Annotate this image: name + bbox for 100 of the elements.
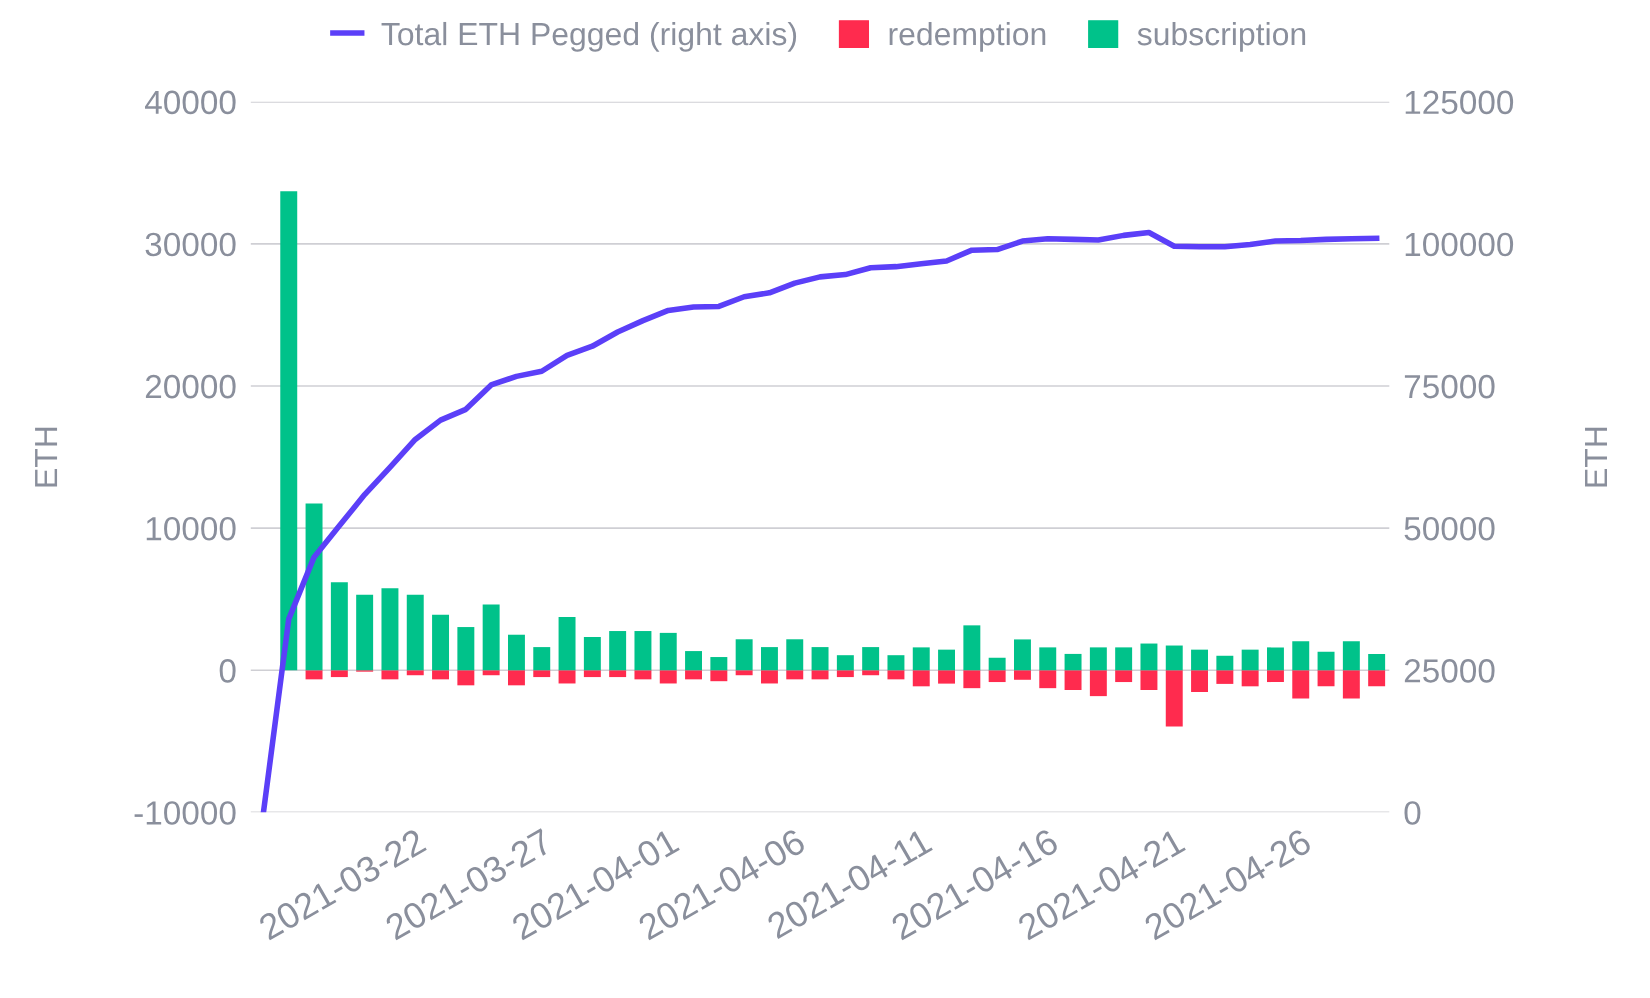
bar (381, 588, 399, 671)
bar (1039, 670, 1057, 689)
y2-tick-label: 50000 (1404, 516, 1495, 541)
bar (1089, 670, 1107, 697)
bar (811, 670, 829, 680)
bar (1292, 670, 1310, 699)
bar (735, 670, 753, 676)
bar (1013, 670, 1031, 680)
bar (786, 639, 804, 671)
legend-label: redemption (889, 21, 1046, 52)
bar (1342, 670, 1360, 699)
bar (280, 191, 298, 671)
bar (330, 670, 348, 678)
bar (988, 670, 1006, 683)
bar (836, 670, 854, 678)
bar (938, 649, 956, 671)
bar (356, 594, 374, 671)
bar (1241, 649, 1259, 671)
bar (1089, 647, 1107, 671)
bar (685, 670, 703, 680)
bar (558, 616, 576, 671)
bar (482, 604, 500, 671)
bar (1064, 653, 1082, 671)
bar (1013, 639, 1031, 671)
bar (760, 647, 778, 671)
bar (988, 657, 1006, 671)
y-tick-label: 10000 (146, 516, 236, 541)
bar (432, 670, 450, 680)
bar (1241, 670, 1259, 687)
bar (634, 670, 652, 680)
y2-tick-label: 25000 (1404, 659, 1495, 683)
bar (963, 670, 981, 689)
bar (457, 670, 475, 686)
bar (887, 655, 905, 671)
bar (659, 632, 677, 671)
bar (1368, 670, 1386, 687)
bar (786, 670, 804, 680)
bar (583, 670, 601, 678)
bar (533, 647, 551, 671)
bar (609, 670, 627, 678)
bar (1317, 670, 1335, 687)
bar (912, 670, 930, 687)
bar (836, 655, 854, 671)
bar (1342, 641, 1360, 671)
bar (432, 614, 450, 671)
bar (1039, 647, 1057, 671)
bar (659, 670, 677, 684)
bar (533, 670, 551, 678)
bar (938, 670, 956, 684)
bar (330, 582, 348, 671)
bar (1165, 670, 1183, 727)
bar (963, 625, 981, 671)
bar (482, 670, 500, 676)
bar (583, 637, 601, 671)
bar (1317, 651, 1335, 671)
y2-tick-label: 75000 (1404, 374, 1495, 399)
bar (735, 639, 753, 671)
y2-tick-label: 100000 (1405, 232, 1514, 257)
bar (1191, 670, 1209, 692)
bar (811, 647, 829, 671)
bar (634, 631, 652, 671)
bar (609, 631, 627, 671)
bar (1216, 670, 1234, 684)
bar (1292, 641, 1310, 671)
bar (406, 670, 424, 676)
bar (1216, 655, 1234, 671)
bar (1140, 670, 1158, 691)
bar (1165, 645, 1183, 671)
y-tick-label: 40000 (144, 90, 236, 115)
y-tick-label: -10000 (134, 801, 236, 825)
bar (558, 670, 576, 684)
bar (710, 657, 728, 671)
bar (685, 651, 703, 671)
bar (887, 670, 905, 680)
bar (1368, 653, 1386, 671)
bar (710, 670, 728, 682)
y2-axis-title: ETH (1585, 427, 1607, 487)
bar (1266, 647, 1284, 671)
y-tick-label: 20000 (145, 374, 236, 399)
bar (862, 670, 880, 676)
bar (507, 634, 525, 671)
bar (381, 670, 399, 680)
bar (507, 670, 525, 686)
y2-tick-label: 0 (1404, 801, 1421, 825)
bar (1064, 670, 1082, 691)
y-axis-title: ETH (35, 427, 58, 487)
bar (1266, 670, 1284, 683)
bar (1115, 670, 1133, 683)
bar (862, 647, 880, 671)
y-tick-label: 0 (219, 659, 236, 683)
bar (406, 594, 424, 671)
bar (1140, 643, 1158, 671)
bar (457, 627, 475, 671)
bar (305, 670, 323, 680)
bar (912, 647, 930, 671)
legend-label: Total ETH Pegged (right axis) (381, 21, 797, 52)
y2-tick-label: 125000 (1405, 90, 1514, 115)
legend-label: subscription (1137, 21, 1306, 52)
y-tick-label: 30000 (145, 232, 236, 257)
bar (1115, 647, 1133, 671)
